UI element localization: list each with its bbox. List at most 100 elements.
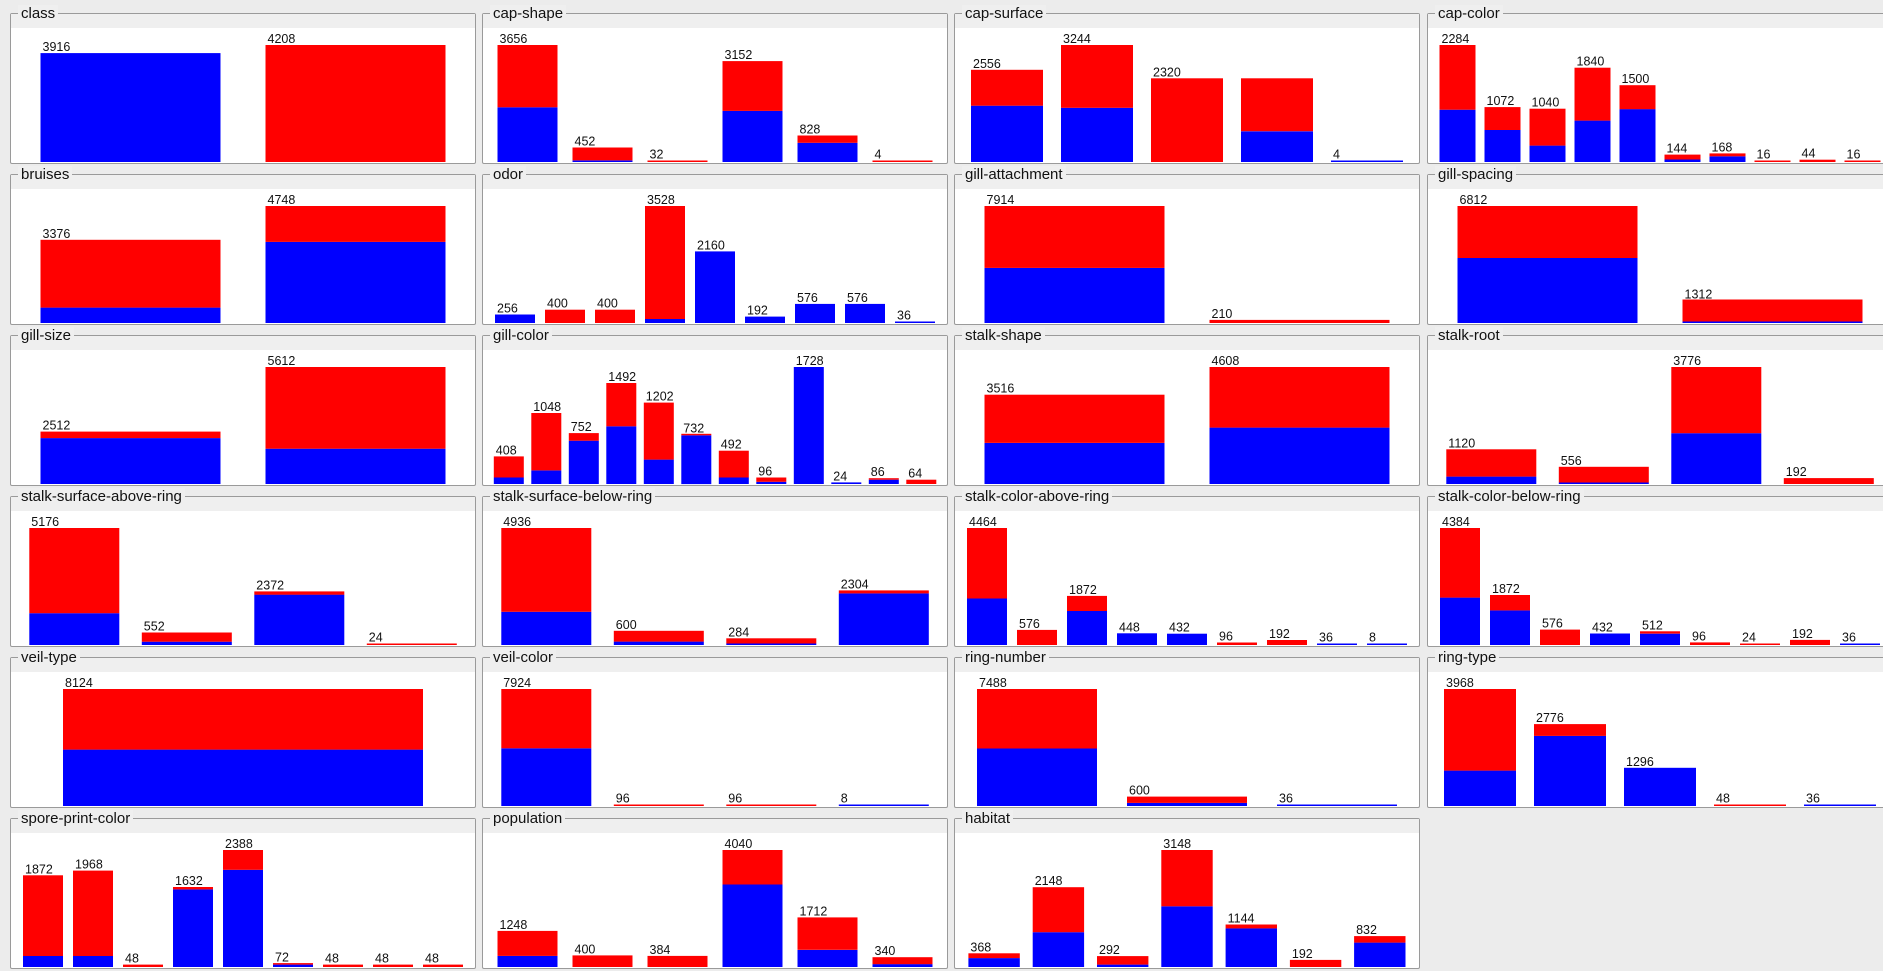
bar-segment-red [273,963,313,965]
chart-plot: 408 1048 752 1492 1202 732 492 96 1728 24 86 64 [493,354,937,485]
bar-segment-red [1439,45,1476,110]
bar-segment-red [497,930,558,956]
chart-panel-cap-surface: cap-surface 2556 3244 2320 4 [954,5,1420,164]
bar-segment-blue [1241,131,1313,162]
bar-value-label: 256 [497,302,518,316]
bar-value-label: 7488 [979,676,1007,690]
bar-segment-red [1151,78,1223,162]
bar-value-label: 48 [1716,792,1730,806]
bar-segment-blue [681,435,712,485]
chart-panel-gill-size: gill-size 2512 5612 [10,327,476,486]
chart-panel-stalk-color-below-ring: stalk-color-below-ring 4384 1872 576 432 512 9… [1427,488,1883,647]
bar-segment-red [493,456,524,478]
bar-value-label: 576 [797,291,818,305]
chart-panel-cap-color: cap-color 2284 1072 1040 1840 1500 144 168 16 44 1… [1427,5,1883,164]
chart-title-bar [11,14,475,28]
bar-value-label: 48 [125,952,139,966]
bar-segment-red [1619,85,1656,110]
bar-segment-red [1534,724,1606,736]
bar-segment-red [1444,689,1516,771]
bar-value-label: 24 [369,631,383,645]
bar-segment-red [1354,936,1406,943]
bar-value-label: 5176 [31,515,59,529]
bar-segment-blue [1840,643,1880,645]
bar-value-label: 1202 [646,390,674,404]
chart-title-bar [955,658,1419,672]
bar-value-label: 48 [375,952,389,966]
chart-title: veil-type [18,649,80,666]
bar-value-label: 16 [1757,148,1771,162]
chart-plot: 1248 400 384 4040 1712 340 [497,837,933,967]
bar-segment-red [1289,959,1342,967]
bar-value-label: 192 [1792,627,1813,641]
bar-value-label: 96 [1692,629,1706,643]
bar-segment-red [606,383,637,427]
chart-title: veil-color [490,649,557,666]
bar-value-label: 4 [1333,148,1340,162]
chart-frame [954,496,1420,647]
bar-value-label: 36 [1279,792,1293,806]
bar-value-label: 2388 [225,837,253,851]
chart-title: ring-type [1435,649,1500,666]
bar-value-label: 5612 [268,354,296,368]
bar-segment-blue [1440,597,1480,645]
bar-segment-blue [838,804,929,806]
chart-title-bar [1428,175,1883,189]
bar-segment-red [423,964,463,967]
bar-value-label: 1712 [800,904,828,918]
bar-value-label: 16 [1847,148,1861,162]
bar-value-label: 3516 [987,382,1015,396]
bar-segment-red [501,689,592,749]
bar-segment-blue [1444,770,1516,806]
bar-segment-blue [1061,107,1133,162]
bar-segment-blue [23,956,63,967]
bar-value-label: 4608 [1212,354,1240,368]
chart-panel-stalk-shape: stalk-shape 3516 4608 [954,327,1420,486]
bar-segment-red [1017,629,1057,645]
bar-segment-blue [173,889,213,967]
bar-value-label: 1072 [1487,94,1515,108]
chart-title: cap-surface [962,5,1047,22]
bar-segment-blue [797,949,858,967]
bar-segment-blue [1619,109,1656,162]
bar-value-label: 752 [571,420,592,434]
chart-title: class [18,5,59,22]
bar-value-label: 1492 [608,370,636,384]
bar-segment-red [23,875,63,956]
chart-panel-stalk-color-above-ring: stalk-color-above-ring 4464 576 1872 448 432 9… [954,488,1420,647]
chart-title: bruises [18,166,73,183]
chart-title: cap-shape [490,5,567,22]
bar-segment-blue [497,955,558,967]
bar-segment-red [1529,108,1566,146]
bar-value-label: 3776 [1673,354,1701,368]
chart-panel-bruises: bruises 3376 4748 [10,166,476,325]
bar-segment-blue [868,479,899,484]
bar-value-label: 432 [1169,621,1190,635]
bar-value-label: 6812 [1460,193,1488,207]
bar-value-label: 1312 [1685,288,1713,302]
bar-value-label: 576 [1542,617,1563,631]
bar-segment-red [681,433,712,436]
chart-plot: 4384 1872 576 432 512 96 24 192 36 [1440,515,1880,645]
bar-segment-blue [967,598,1007,645]
bar-segment-red [1490,595,1530,611]
bar-segment-blue [1067,611,1107,645]
bar-segment-blue [695,251,735,323]
bar-segment-blue [838,593,929,645]
bar-segment-red [1690,642,1730,645]
bar-segment-red [1558,466,1649,483]
chart-title-bar [955,175,1419,189]
bar-value-label: 4464 [969,515,997,529]
chart-title: gill-attachment [962,166,1066,183]
bar-value-label: 512 [1642,618,1663,632]
bar-segment-blue [223,869,263,967]
bar-segment-red [872,160,933,162]
bar-value-label: 192 [1269,627,1290,641]
chart-plot: 3968 2776 1296 48 36 [1444,676,1876,806]
bar-value-label: 4208 [268,32,296,46]
bar-value-label: 192 [1292,947,1313,961]
chart-plot: 8124 [63,676,423,806]
bar-segment-red [613,804,704,806]
bar-segment-red [718,450,749,478]
bar-segment-blue [495,314,535,323]
